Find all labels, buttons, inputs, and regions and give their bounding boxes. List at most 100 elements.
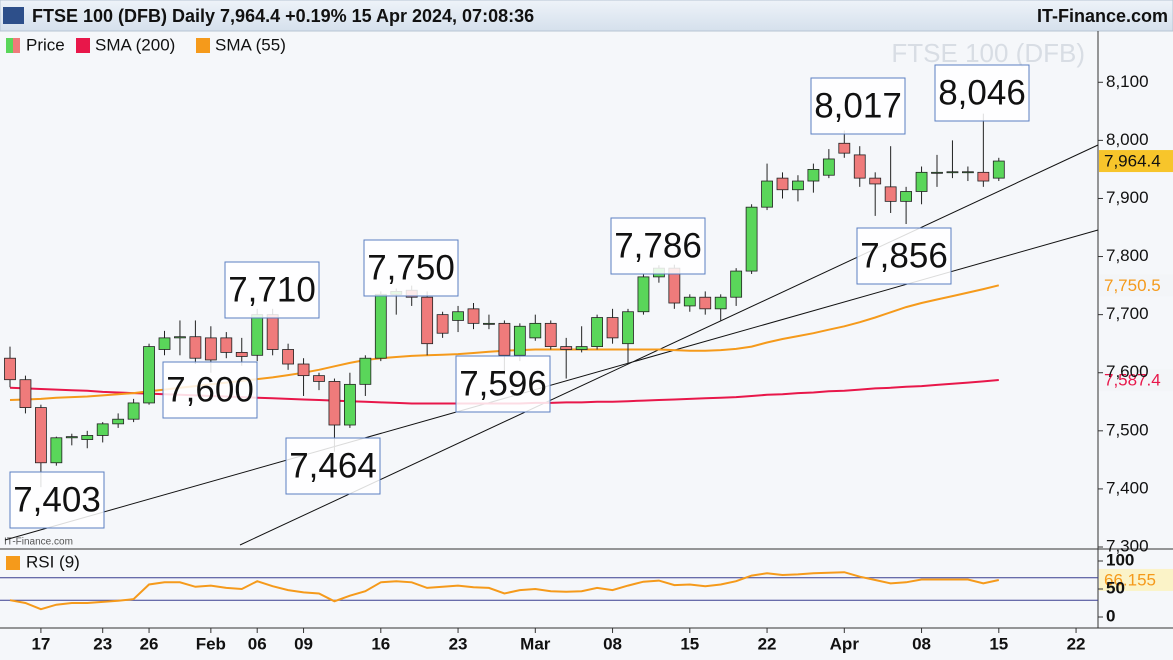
candle-body: [946, 171, 959, 174]
candle-body: [112, 418, 125, 425]
candle-body: [158, 337, 171, 350]
candle-body: [992, 160, 1005, 179]
candle-body: [622, 311, 634, 345]
candle-body: [220, 337, 233, 353]
candle-body: [869, 177, 882, 185]
legend-swatch: [6, 38, 13, 53]
candle-body: [915, 171, 928, 192]
last-value-label: 7,964.4: [1104, 152, 1161, 171]
candle-body: [81, 435, 94, 440]
x-tick-label: 08: [912, 634, 931, 653]
legend-label: Price: [26, 35, 65, 54]
y-tick-label: 7,600: [1106, 362, 1149, 381]
candle-body: [65, 436, 78, 439]
candle-body: [884, 186, 897, 202]
candle-body: [452, 311, 464, 321]
annotation-box: [810, 77, 906, 135]
y-tick-label: 7,300: [1106, 536, 1149, 555]
candle-body: [266, 314, 279, 350]
last-value-label: 7,587.4: [1104, 371, 1161, 390]
y-tick-label: 7,400: [1106, 478, 1149, 497]
annotation-box: [285, 437, 381, 495]
legend-swatch: [76, 38, 90, 53]
candle-body: [313, 375, 325, 382]
x-tick-label: 17: [31, 634, 50, 653]
candle-body: [544, 322, 557, 347]
legend-swatch: [13, 38, 20, 53]
watermark: FTSE 100 (DFB): [891, 38, 1085, 68]
candle-body: [776, 177, 789, 191]
y-tick-label: 7,700: [1106, 304, 1149, 323]
annotation-label: 7,600: [166, 370, 254, 409]
x-tick-label: 15: [989, 634, 1008, 653]
series-line: [9, 571, 1000, 611]
y-tick-label: 8,100: [1106, 72, 1149, 91]
annotation-label: 7,596: [459, 364, 547, 403]
candle-body: [792, 180, 804, 191]
candle-body: [637, 276, 650, 313]
y-tick-label: 50: [1106, 578, 1125, 597]
x-tick-label: 15: [680, 634, 699, 653]
x-tick-label: Mar: [520, 634, 551, 653]
x-tick-label: 09: [294, 634, 313, 653]
legend-label: SMA (200): [95, 35, 175, 54]
candle-body: [807, 169, 820, 182]
annotation-label: 7,750: [367, 248, 455, 287]
trendline: [239, 144, 1099, 546]
y-tick-label: 8,000: [1106, 130, 1149, 149]
candle-body: [96, 423, 109, 436]
candle-body: [853, 154, 866, 179]
candle-body: [730, 270, 743, 298]
annotation-box: [455, 355, 551, 413]
candle-body: [575, 346, 588, 350]
annotation-label: 7,464: [289, 446, 377, 485]
candle-body: [50, 437, 63, 464]
header-source: IT-Finance.com: [1037, 6, 1168, 26]
candle-body: [591, 317, 603, 347]
x-tick-label: 08: [603, 634, 622, 653]
candle-body: [560, 346, 573, 350]
candle-body: [977, 171, 990, 182]
annotation-box: [610, 217, 706, 275]
annotation-box: [363, 239, 459, 297]
last-value-box: [1099, 150, 1173, 173]
candle-body: [714, 296, 727, 310]
candle-body: [235, 351, 248, 357]
last-value-label: 66.155: [1104, 570, 1156, 589]
candle-body: [683, 296, 696, 307]
candle-body: [513, 325, 526, 356]
candle-body: [343, 383, 356, 426]
candle-body: [35, 407, 47, 464]
annotation-box: [934, 64, 1030, 122]
x-tick-label: 06: [248, 634, 267, 653]
annotation-label: 8,017: [814, 86, 902, 125]
last-value-box: [1099, 369, 1173, 392]
candle-body: [189, 336, 202, 359]
last-value-box: [1099, 274, 1173, 297]
header-title: FTSE 100 (DFB) Daily 7,964.4 +0.19% 15 A…: [32, 6, 534, 26]
candle-body: [204, 337, 217, 361]
last-value-box: [1099, 568, 1173, 591]
candle-body: [529, 322, 542, 339]
y-tick-label: 100: [1106, 550, 1134, 569]
x-tick-label: Apr: [830, 634, 860, 653]
annotation-label: 7,710: [228, 270, 316, 309]
candle-body: [699, 296, 712, 310]
x-tick-label: 26: [140, 634, 159, 653]
y-tick-label: 7,900: [1106, 188, 1149, 207]
candle-body: [374, 293, 387, 359]
candle-body: [436, 314, 449, 334]
annotation-box: [224, 261, 320, 319]
candle-body: [900, 191, 912, 202]
candle-body: [19, 379, 32, 408]
candle-body: [745, 206, 758, 272]
annotation-box: [162, 361, 258, 419]
candle-body: [962, 171, 974, 174]
annotation-label: 7,403: [13, 480, 101, 519]
candle-body: [838, 142, 851, 154]
candle-body: [421, 296, 434, 345]
candle-body: [822, 158, 835, 176]
annotation-label: 7,856: [860, 236, 948, 275]
candle-body: [761, 180, 773, 208]
